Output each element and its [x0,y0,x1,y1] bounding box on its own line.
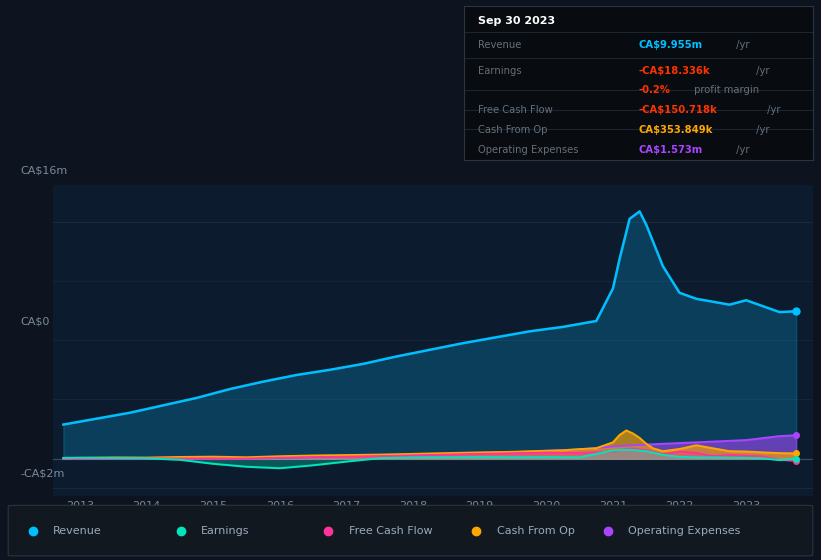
Text: Operating Expenses: Operating Expenses [628,526,741,535]
Text: Revenue: Revenue [53,526,102,535]
Text: profit margin: profit margin [690,85,759,95]
Text: CA$1.573m: CA$1.573m [639,144,703,155]
Text: /yr: /yr [732,40,749,50]
Text: Cash From Op: Cash From Op [497,526,575,535]
Text: Cash From Op: Cash From Op [478,124,548,134]
Text: /yr: /yr [754,66,770,76]
Text: /yr: /yr [732,144,749,155]
Text: /yr: /yr [754,124,770,134]
Text: CA$0: CA$0 [21,317,50,327]
Text: -CA$2m: -CA$2m [21,468,65,478]
FancyBboxPatch shape [8,505,813,556]
Text: Free Cash Flow: Free Cash Flow [349,526,433,535]
Text: Sep 30 2023: Sep 30 2023 [478,16,555,26]
Text: -CA$18.336k: -CA$18.336k [639,66,710,76]
Text: CA$9.955m: CA$9.955m [639,40,703,50]
Text: -CA$150.718k: -CA$150.718k [639,105,717,115]
Text: Free Cash Flow: Free Cash Flow [478,105,553,115]
Text: /yr: /yr [764,105,781,115]
Text: CA$353.849k: CA$353.849k [639,124,713,134]
Text: Earnings: Earnings [201,526,250,535]
Text: Revenue: Revenue [478,40,521,50]
Text: CA$16m: CA$16m [21,166,68,176]
Text: Earnings: Earnings [478,66,521,76]
Text: -0.2%: -0.2% [639,85,670,95]
Text: Operating Expenses: Operating Expenses [478,144,578,155]
